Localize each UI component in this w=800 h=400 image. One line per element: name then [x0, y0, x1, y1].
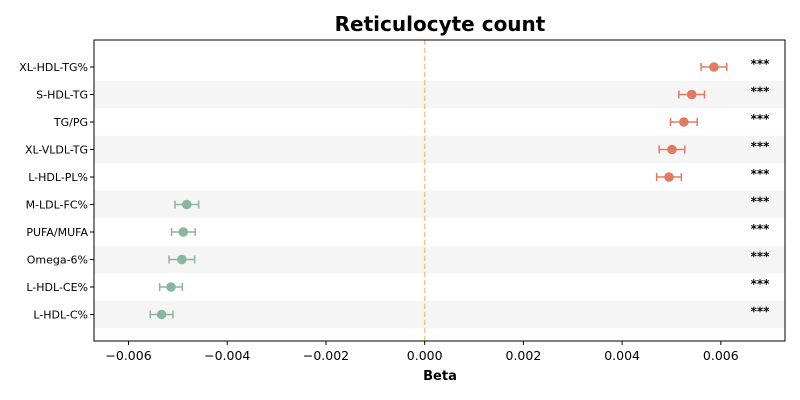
significance-label: *** [751, 85, 771, 99]
significance-label: *** [751, 140, 771, 154]
beta-points [156, 62, 719, 320]
chart-title: Reticulocyte count [335, 12, 546, 36]
beta-point [181, 199, 192, 210]
significance-label: *** [751, 250, 771, 264]
x-tick-label: −0.002 [303, 348, 349, 363]
beta-point [709, 62, 719, 72]
beta-point [156, 309, 167, 320]
row-band [94, 190, 785, 219]
significance-labels: *** *** *** *** *** *** *** *** *** *** [751, 57, 771, 319]
category-label: TG/PG [53, 116, 88, 129]
category-label: XL-HDL-TG% [19, 61, 88, 74]
error-bars [149, 63, 728, 319]
significance-label: *** [751, 222, 771, 236]
category-label: L-HDL-PL% [28, 171, 88, 184]
category-label: XL-VLDL-TG [25, 144, 88, 157]
x-tick-label: −0.004 [204, 348, 250, 363]
significance-label: *** [751, 277, 771, 291]
significance-label: *** [751, 112, 771, 126]
category-labels: XL-HDL-TG% S-HDL-TG TG/PG XL-VLDL-TG L-HDL-P… [19, 61, 94, 322]
beta-point [667, 144, 677, 155]
significance-label: *** [751, 57, 771, 71]
row-band [94, 80, 785, 109]
beta-point [679, 117, 689, 127]
x-tick-label: 0.004 [604, 348, 640, 363]
beta-point [664, 172, 674, 182]
row-band [94, 300, 785, 329]
row-band [94, 245, 785, 274]
category-label: PUFA/MUFA [26, 226, 88, 239]
significance-label: *** [751, 167, 771, 181]
x-tick-label: −0.006 [105, 348, 151, 363]
beta-point [177, 254, 187, 265]
x-axis-ticks: −0.006 −0.004 −0.002 0.000 0.002 0.004 0.006 [105, 341, 739, 363]
x-axis-label: Beta [423, 369, 457, 384]
significance-label: *** [751, 195, 771, 209]
category-label: M-LDL-FC% [26, 199, 88, 212]
x-tick-label: 0.006 [703, 348, 739, 363]
significance-label: *** [751, 305, 771, 319]
beta-point [178, 227, 189, 237]
category-label: S-HDL-TG [36, 89, 88, 102]
category-label: Omega-6% [27, 254, 88, 267]
category-label: L-HDL-CE% [26, 281, 88, 294]
x-tick-label: 0.000 [407, 348, 443, 363]
beta-point [166, 282, 176, 292]
x-tick-label: 0.002 [506, 348, 542, 363]
category-label: L-HDL-C% [33, 309, 88, 322]
beta-point [686, 89, 697, 100]
plot-frame [93, 39, 786, 342]
